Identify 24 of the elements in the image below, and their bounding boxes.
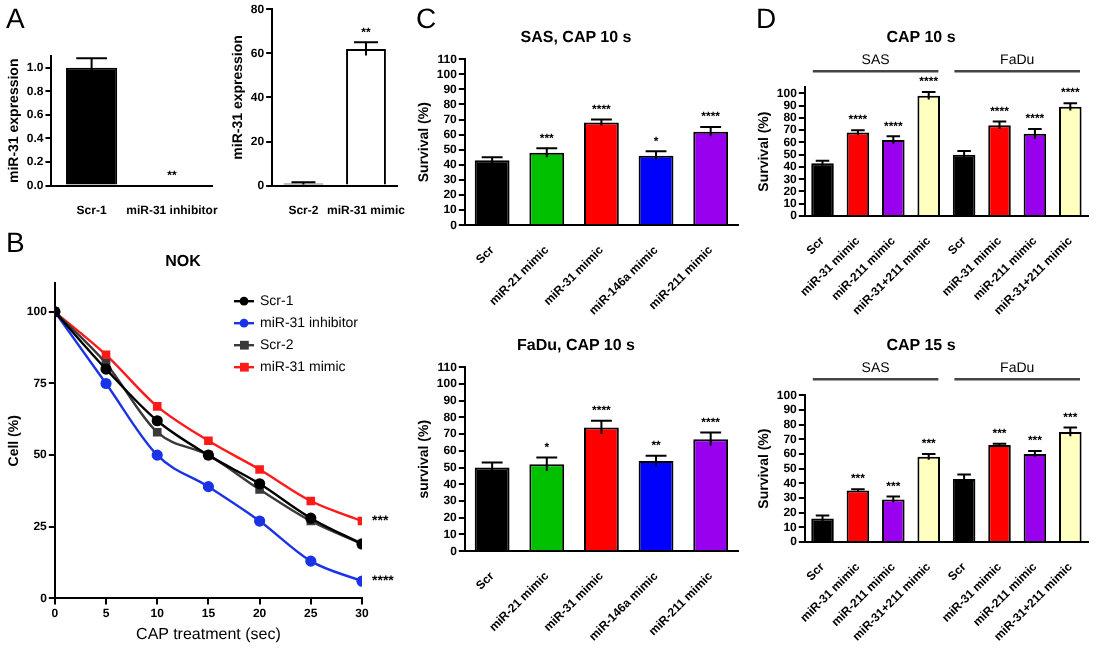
chart-title: CAP 15 s — [886, 336, 957, 355]
point — [100, 377, 112, 390]
point — [151, 415, 163, 427]
text: A — [6, 1, 26, 34]
chart-title: SAS, CAP 10 s — [520, 28, 633, 47]
x-axis-title: CAP treatment (sec) — [136, 624, 282, 643]
point — [306, 496, 316, 506]
point — [152, 427, 162, 437]
point — [101, 350, 111, 360]
point — [204, 436, 213, 446]
text: D — [756, 1, 777, 34]
point — [152, 402, 162, 411]
point — [254, 515, 266, 527]
text: C — [416, 1, 437, 34]
point — [100, 363, 112, 375]
point — [202, 481, 215, 493]
chart-title: CAP 10 s — [886, 28, 957, 47]
point — [255, 465, 264, 474]
point — [151, 449, 163, 461]
text: B — [6, 225, 25, 258]
chart-title: NOK — [165, 252, 202, 271]
point — [305, 555, 317, 567]
point — [254, 478, 266, 490]
chart-title: FaDu, CAP 10 s — [517, 336, 637, 355]
